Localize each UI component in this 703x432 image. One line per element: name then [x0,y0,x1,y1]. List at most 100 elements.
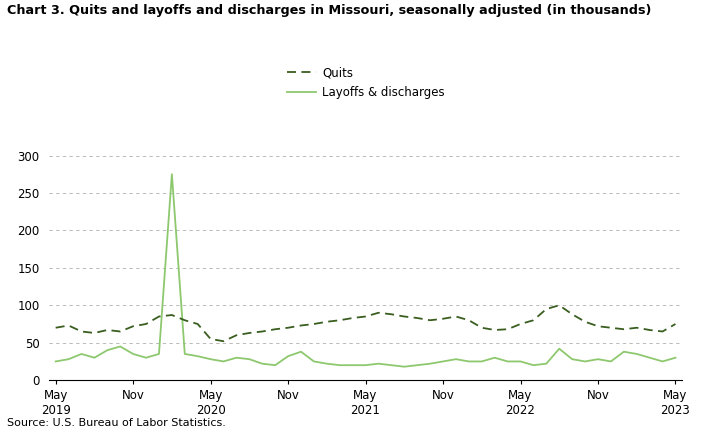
Quits [413,315,421,321]
Quits [542,306,550,311]
Quits [142,321,150,327]
Quits [129,324,137,329]
Layoffs & discharges [129,351,137,356]
Line: Layoffs & discharges: Layoffs & discharges [56,174,676,367]
Layoffs & discharges [568,356,576,362]
Quits [155,314,163,319]
Layoffs & discharges [297,349,305,354]
Quits [658,329,666,334]
Layoffs & discharges [219,359,228,364]
Quits [361,314,370,319]
Quits [51,325,60,330]
Layoffs & discharges [90,355,98,360]
Layoffs & discharges [594,356,602,362]
Layoffs & discharges [374,361,382,366]
Quits [297,323,305,328]
Text: Chart 3. Quits and layoffs and discharges in Missouri, seasonally adjusted (in t: Chart 3. Quits and layoffs and discharge… [7,4,652,17]
Layoffs & discharges [387,362,396,368]
Layoffs & discharges [658,359,666,364]
Layoffs & discharges [400,364,408,369]
Layoffs & discharges [271,362,279,368]
Quits [503,327,512,332]
Quits [452,314,460,319]
Quits [568,311,576,317]
Quits [516,321,524,327]
Layoffs & discharges [542,361,550,366]
Quits [349,315,357,321]
Quits [374,310,382,315]
Layoffs & discharges [232,355,240,360]
Layoffs & discharges [465,359,473,364]
Quits [645,327,654,333]
Layoffs & discharges [413,362,421,368]
Layoffs & discharges [452,356,460,362]
Quits [465,318,473,323]
Quits [581,319,589,324]
Quits [671,321,680,327]
Layoffs & discharges [207,356,215,362]
Quits [555,303,564,308]
Layoffs & discharges [503,359,512,364]
Quits [90,330,98,336]
Layoffs & discharges [645,355,654,360]
Layoffs & discharges [607,359,615,364]
Quits [607,325,615,330]
Layoffs & discharges [51,359,60,364]
Quits [284,325,292,330]
Layoffs & discharges [426,361,434,366]
Quits [323,319,331,324]
Quits [310,321,318,327]
Quits [167,312,176,318]
Layoffs & discharges [529,362,538,368]
Layoffs & discharges [103,348,112,353]
Layoffs & discharges [671,355,680,360]
Layoffs & discharges [116,344,124,349]
Layoffs & discharges [310,359,318,364]
Layoffs & discharges [335,362,344,368]
Quits [426,318,434,323]
Quits [245,330,254,336]
Quits [193,321,202,327]
Layoffs & discharges [77,351,86,356]
Layoffs & discharges [167,172,176,177]
Layoffs & discharges [491,355,499,360]
Quits [594,324,602,329]
Layoffs & discharges [193,354,202,359]
Quits [439,316,447,321]
Layoffs & discharges [555,346,564,351]
Quits [258,329,266,334]
Quits [219,339,228,344]
Quits [116,329,124,334]
Layoffs & discharges [581,359,589,364]
Layoffs & discharges [619,349,628,354]
Quits [335,318,344,323]
Quits [103,327,112,333]
Layoffs & discharges [284,354,292,359]
Legend: Quits, Layoffs & discharges: Quits, Layoffs & discharges [287,67,444,99]
Layoffs & discharges [361,362,370,368]
Layoffs & discharges [323,361,331,366]
Layoffs & discharges [516,359,524,364]
Quits [387,311,396,317]
Quits [477,325,486,330]
Layoffs & discharges [258,361,266,366]
Layoffs & discharges [181,351,189,356]
Quits [619,327,628,332]
Layoffs & discharges [633,351,641,356]
Quits [271,327,279,332]
Layoffs & discharges [65,356,73,362]
Quits [529,318,538,323]
Quits [491,327,499,333]
Quits [77,329,86,334]
Layoffs & discharges [349,362,357,368]
Quits [207,337,215,342]
Layoffs & discharges [245,356,254,362]
Layoffs & discharges [155,351,163,356]
Layoffs & discharges [439,359,447,364]
Layoffs & discharges [477,359,486,364]
Line: Quits: Quits [56,305,676,341]
Text: Source: U.S. Bureau of Labor Statistics.: Source: U.S. Bureau of Labor Statistics. [7,418,226,428]
Quits [232,333,240,338]
Quits [400,314,408,319]
Layoffs & discharges [142,355,150,360]
